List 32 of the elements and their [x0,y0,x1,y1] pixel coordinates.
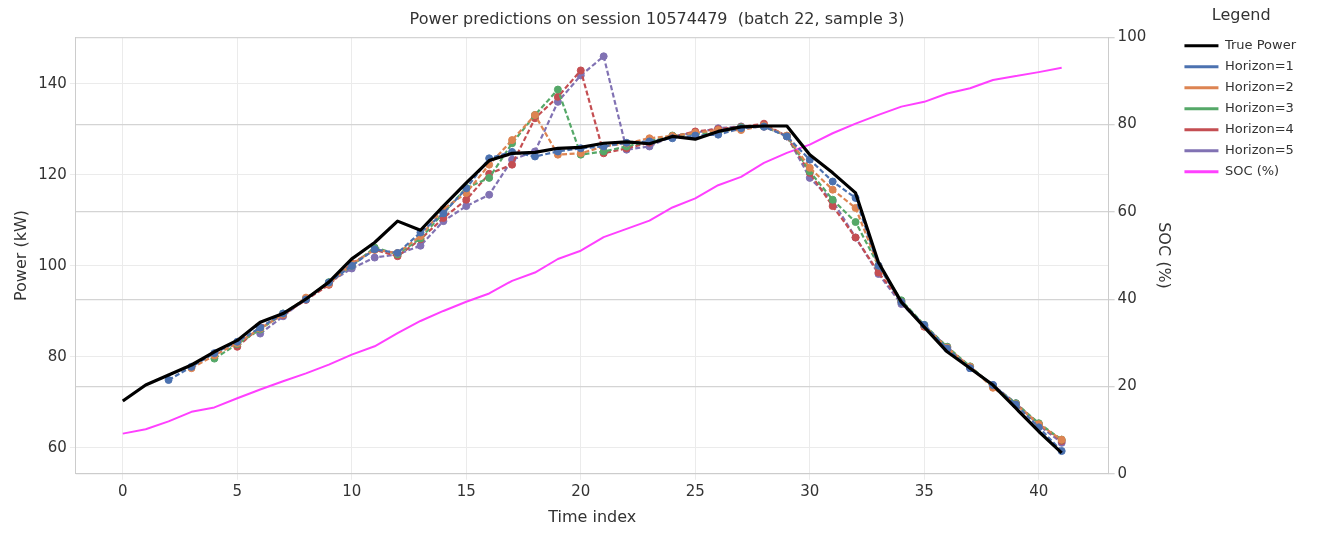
legend-label: Horizon=5 [1224,142,1294,158]
legend-label: Horizon=4 [1224,121,1294,137]
x-tick-label: 35 [914,481,934,500]
y2-tick-label: 20 [1117,376,1137,395]
y-tick-label: 60 [47,437,67,456]
y2-tick-label: 0 [1117,463,1128,482]
y2-tick-label: 40 [1117,289,1137,308]
y2-tick-label: 60 [1117,201,1137,220]
x-tick-label: 5 [232,481,243,500]
y-tick-label: 140 [38,73,67,92]
x-tick-label: 40 [1029,481,1049,500]
y-tick-label: 80 [47,346,67,365]
x-tick-label: 15 [456,481,476,500]
y-axis-title: Power (kW) [10,209,30,302]
x-tick-label: 10 [342,481,362,500]
legend-label: True Power [1223,37,1297,53]
legend-label: Horizon=1 [1224,58,1294,74]
y2-tick-label: 80 [1117,114,1137,133]
x-tick-label: 20 [571,481,591,500]
x-tick-label: 25 [685,481,705,500]
y-tick-label: 120 [38,164,67,183]
y2-tick-label: 100 [1117,27,1147,46]
legend-label: Horizon=2 [1224,79,1294,95]
chart-title: Power predictions on session 10574479 (batch 22, sample 3) [409,8,905,28]
x-tick-label: 30 [800,481,820,500]
y-tick-label: 100 [38,255,67,274]
x-tick-label: 0 [118,481,128,500]
y2-axis-title: SOC (%) [1154,222,1174,289]
legend-label: Horizon=3 [1224,100,1294,116]
x-axis-title: Time index [547,506,637,526]
legend-label: SOC (%) [1224,163,1280,179]
legend-title: Legend [1211,5,1271,25]
